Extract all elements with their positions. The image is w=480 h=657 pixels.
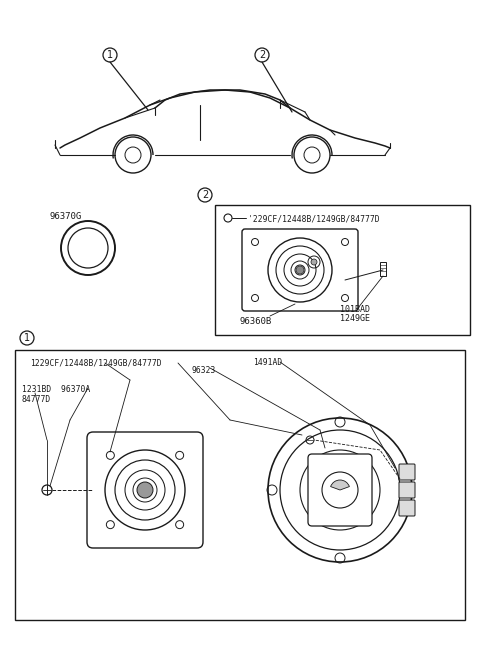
Bar <box>15 350 465 620</box>
Text: 1: 1 <box>107 50 113 60</box>
FancyBboxPatch shape <box>242 229 358 311</box>
FancyBboxPatch shape <box>380 262 386 276</box>
Text: 2: 2 <box>202 190 208 200</box>
FancyBboxPatch shape <box>399 464 415 480</box>
Text: 2: 2 <box>259 50 265 60</box>
Text: 96370G: 96370G <box>50 212 82 221</box>
FancyBboxPatch shape <box>399 500 415 516</box>
Text: 1491AD: 1491AD <box>253 358 282 367</box>
Circle shape <box>296 266 304 274</box>
Circle shape <box>137 482 153 498</box>
Text: 84777D: 84777D <box>22 395 51 404</box>
Bar <box>215 205 470 335</box>
Wedge shape <box>331 480 349 490</box>
Text: 96360B: 96360B <box>240 317 272 326</box>
Text: 1: 1 <box>24 333 30 343</box>
Text: 96323: 96323 <box>192 366 216 375</box>
Circle shape <box>311 259 317 265</box>
Text: 1249GE: 1249GE <box>340 314 370 323</box>
Text: '229CF/12448B/1249GB/84777D: '229CF/12448B/1249GB/84777D <box>248 214 380 223</box>
FancyBboxPatch shape <box>87 432 203 548</box>
FancyBboxPatch shape <box>308 454 372 526</box>
Text: 1231BD  96370A: 1231BD 96370A <box>22 385 90 394</box>
Text: 1229CF/12448B/1249GB/84777D: 1229CF/12448B/1249GB/84777D <box>30 358 162 367</box>
FancyBboxPatch shape <box>399 482 415 498</box>
Text: 101BAD: 101BAD <box>340 305 370 314</box>
